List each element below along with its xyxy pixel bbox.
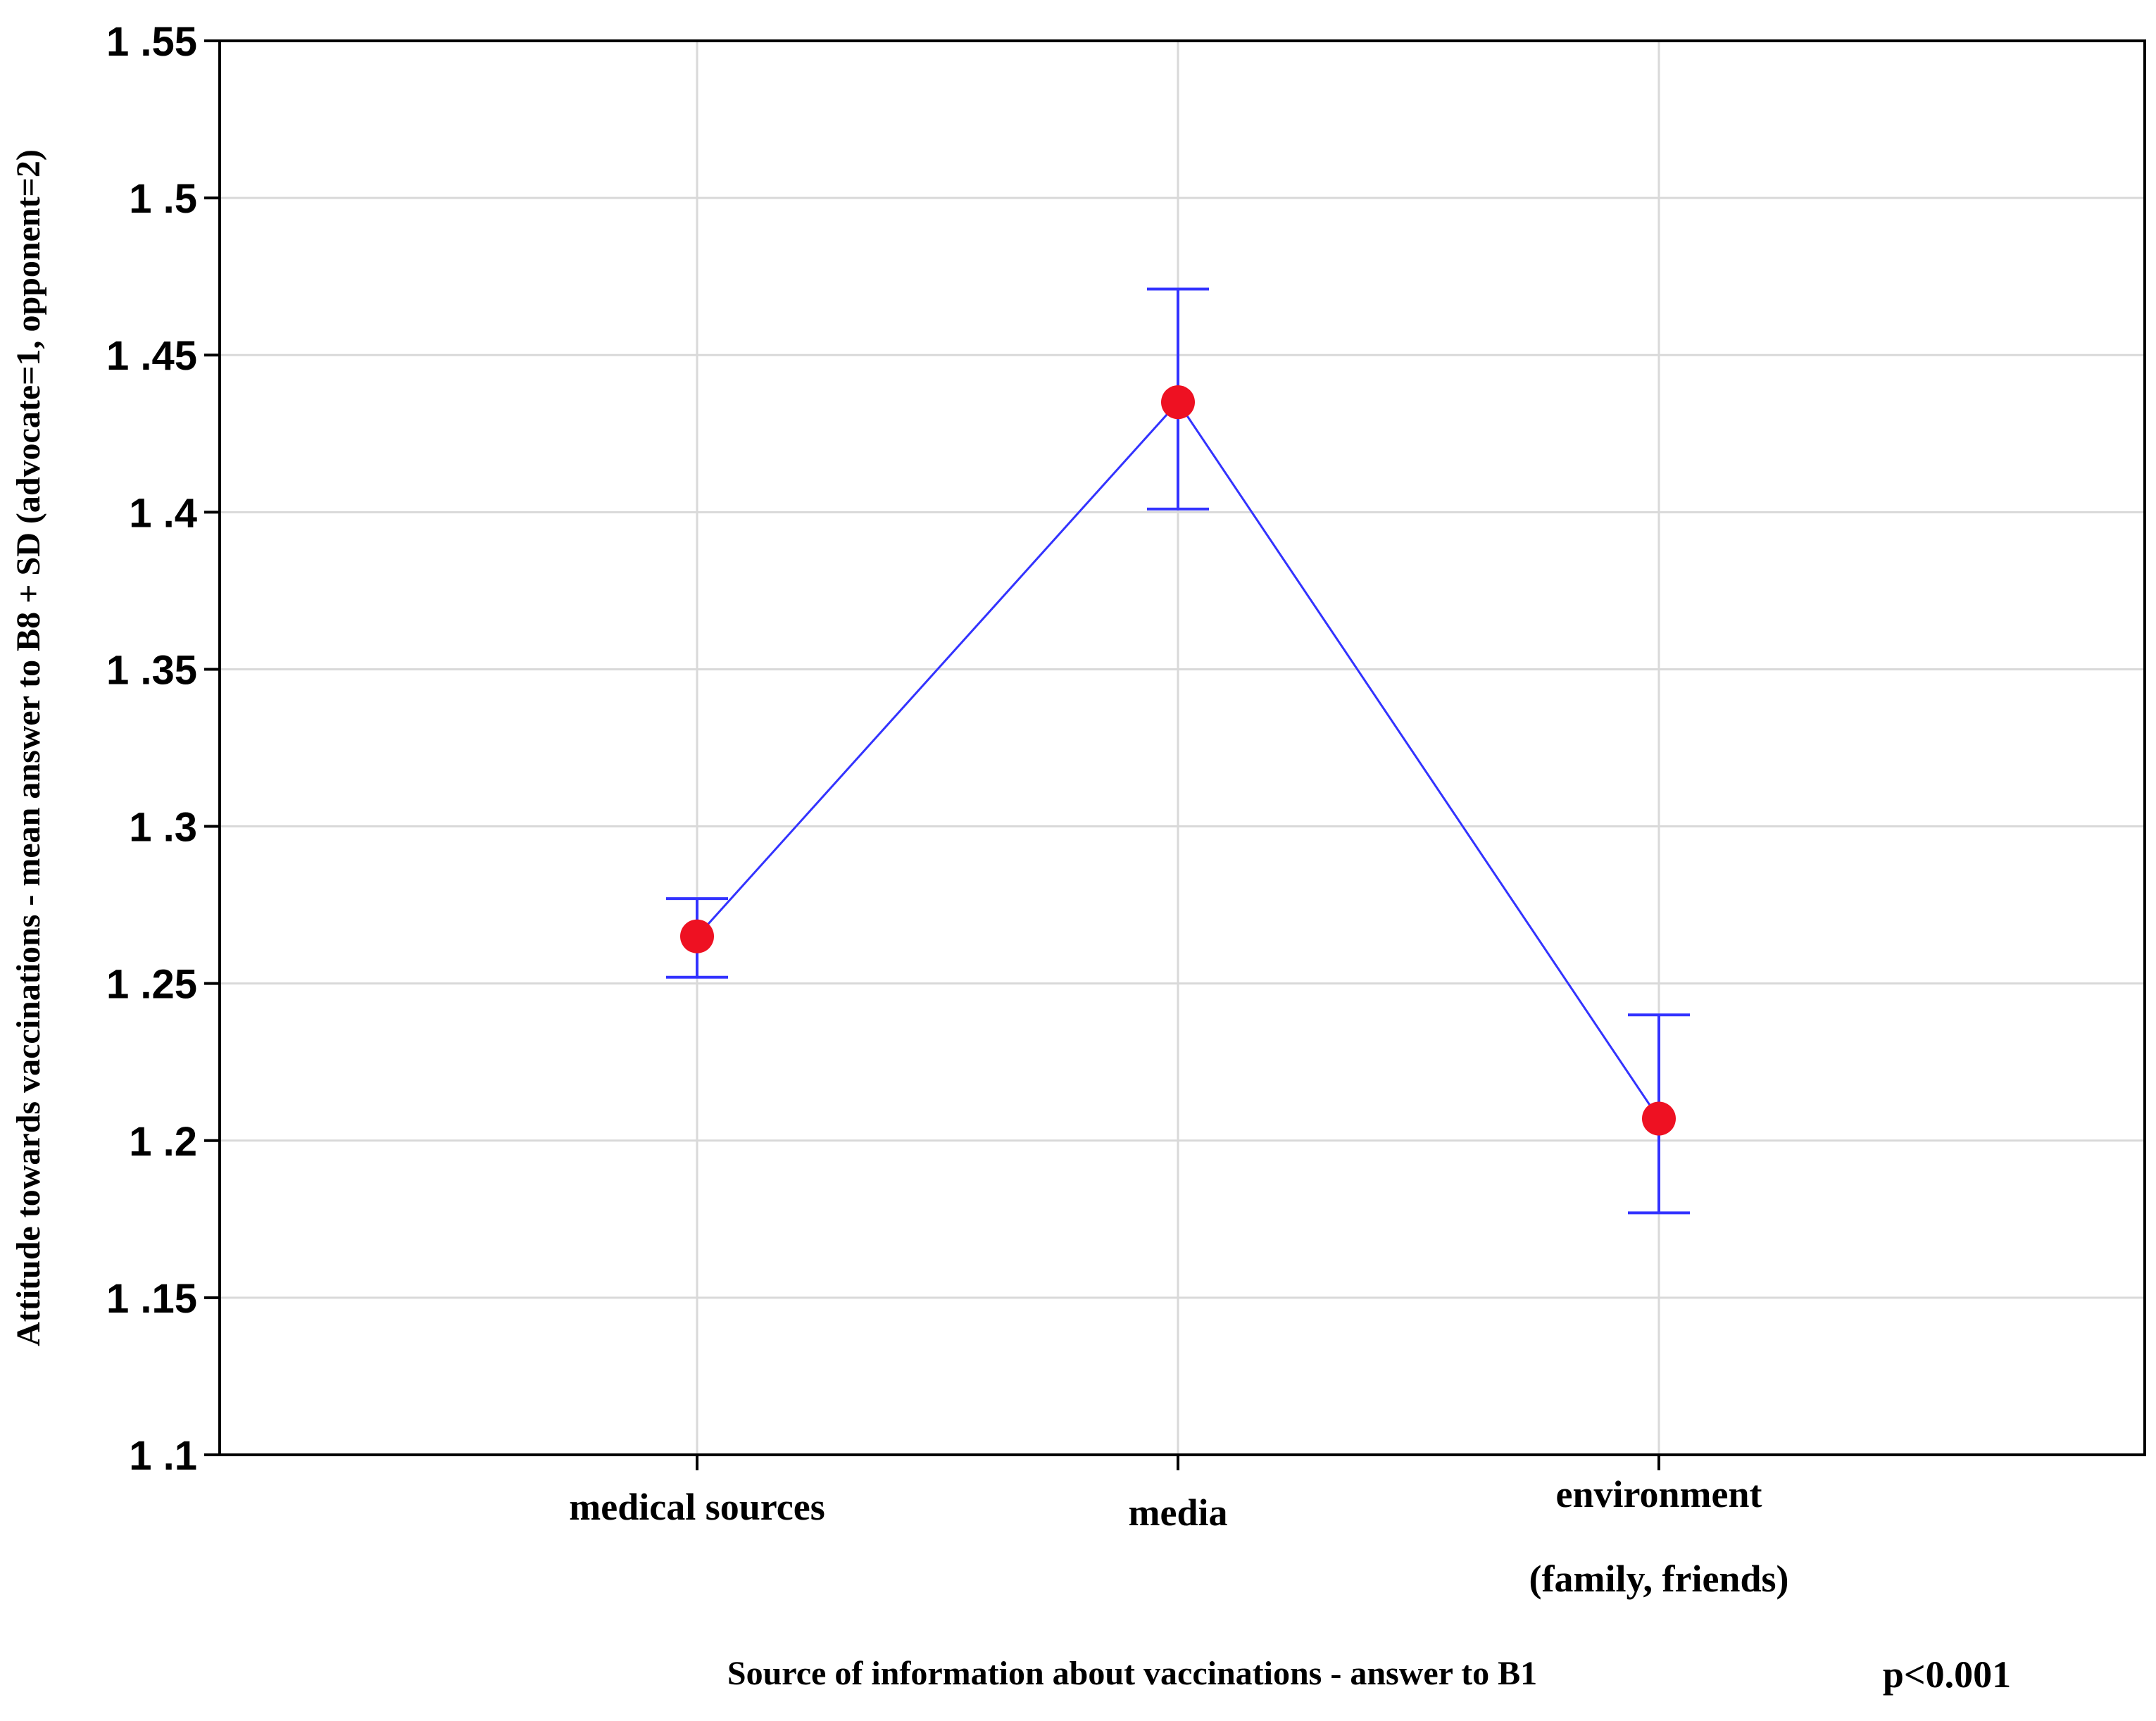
y-tick-label: 1 .3 — [129, 805, 197, 851]
y-tick-label: 1 .55 — [106, 19, 197, 65]
y-axis-ticks: 1 .1 1 .15 1 .2 1 .25 1 .3 1 .35 1 .4 1 .45 1 .5… — [106, 19, 220, 1479]
y-tick-label: 1 .45 — [106, 333, 197, 379]
x-tick-label: medical sources — [569, 1486, 825, 1528]
y-tick-label: 1 .25 — [106, 962, 197, 1008]
series — [666, 287, 1690, 1215]
x-tick-label: environment (family, friends) — [1529, 1473, 1789, 1600]
y-axis-title: Attitude towards vaccinations - mean ans… — [10, 149, 47, 1346]
x-tick-label: media — [1129, 1491, 1228, 1534]
y-tick-label: 1 .2 — [129, 1119, 197, 1165]
gridlines — [220, 41, 2145, 1455]
x-axis-title: Source of information about vaccinations… — [727, 1655, 1537, 1692]
y-tick-label: 1 .15 — [106, 1276, 197, 1322]
data-point — [680, 919, 714, 953]
x-axis-ticks: medical sources media environment (family, … — [569, 1455, 1788, 1600]
p-value-annotation: p<0.001 — [1883, 1653, 2011, 1696]
plot-frame — [218, 39, 2146, 1456]
y-tick-label: 1 .4 — [129, 490, 197, 536]
y-tick-label: 1 .5 — [129, 176, 197, 222]
y-tick-label: 1 .35 — [106, 647, 197, 693]
data-point — [1161, 385, 1195, 420]
y-tick-label: 1 .1 — [129, 1433, 197, 1479]
data-point — [1642, 1101, 1676, 1136]
